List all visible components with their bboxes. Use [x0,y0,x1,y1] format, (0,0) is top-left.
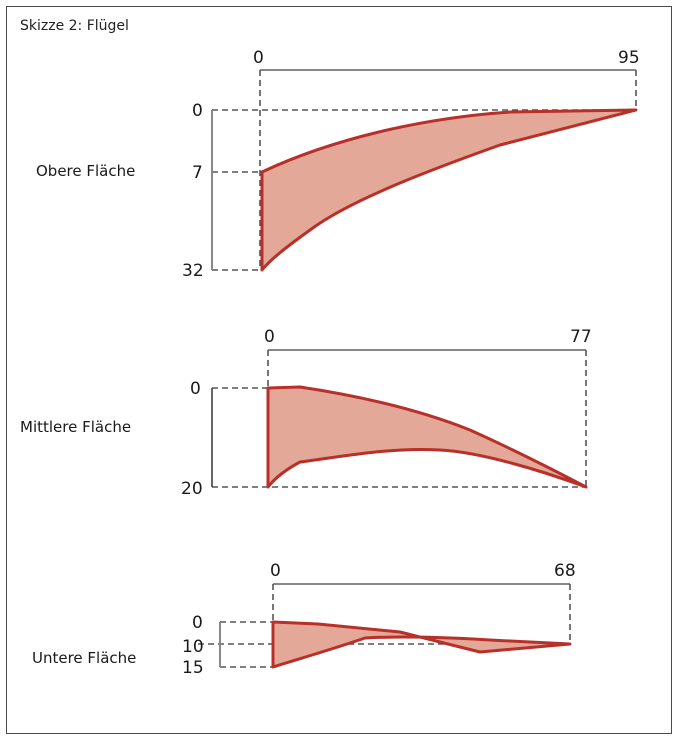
panel-lower-y0: 0 [192,613,203,633]
panel-upper-y7: 7 [192,163,203,183]
panel-lower-label: Untere Fläche [32,649,136,667]
panel-middle-label: Mittlere Fläche [20,418,131,436]
panel-lower-x-start: 0 [270,561,281,581]
panel-lower: 0 68 0 10 15 Untere Fläche [32,561,576,678]
panel-middle-shape [266,385,588,489]
panel-upper: 0 95 0 7 32 Obere Fläche [36,48,640,281]
panel-middle-x-start: 0 [264,327,275,347]
panel-upper-x-start: 0 [253,48,264,68]
panel-middle-y0: 0 [190,379,201,399]
panel-upper-shape [260,108,638,272]
panel-upper-label: Obere Fläche [36,162,135,180]
figure-title: Skizze 2: Flügel [20,18,129,34]
panel-middle-y20: 20 [181,479,203,499]
panel-middle-x-end: 77 [570,327,592,347]
panel-lower-y15: 15 [182,658,204,678]
panel-lower-x-end: 68 [554,561,576,581]
panel-middle: 0 77 0 20 Mittlere Fläche [20,327,592,499]
panel-upper-y32: 32 [182,261,204,281]
panel-lower-shape [271,620,572,669]
panel-upper-x-end: 95 [618,48,640,68]
panel-lower-y10: 10 [182,637,204,657]
panel-upper-y0: 0 [192,101,203,121]
